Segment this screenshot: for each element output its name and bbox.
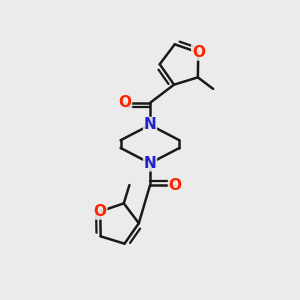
Text: N: N	[144, 156, 156, 171]
Text: O: O	[94, 204, 107, 219]
Text: O: O	[169, 178, 182, 193]
Text: N: N	[144, 118, 156, 133]
Text: O: O	[118, 95, 131, 110]
Text: O: O	[192, 45, 205, 60]
